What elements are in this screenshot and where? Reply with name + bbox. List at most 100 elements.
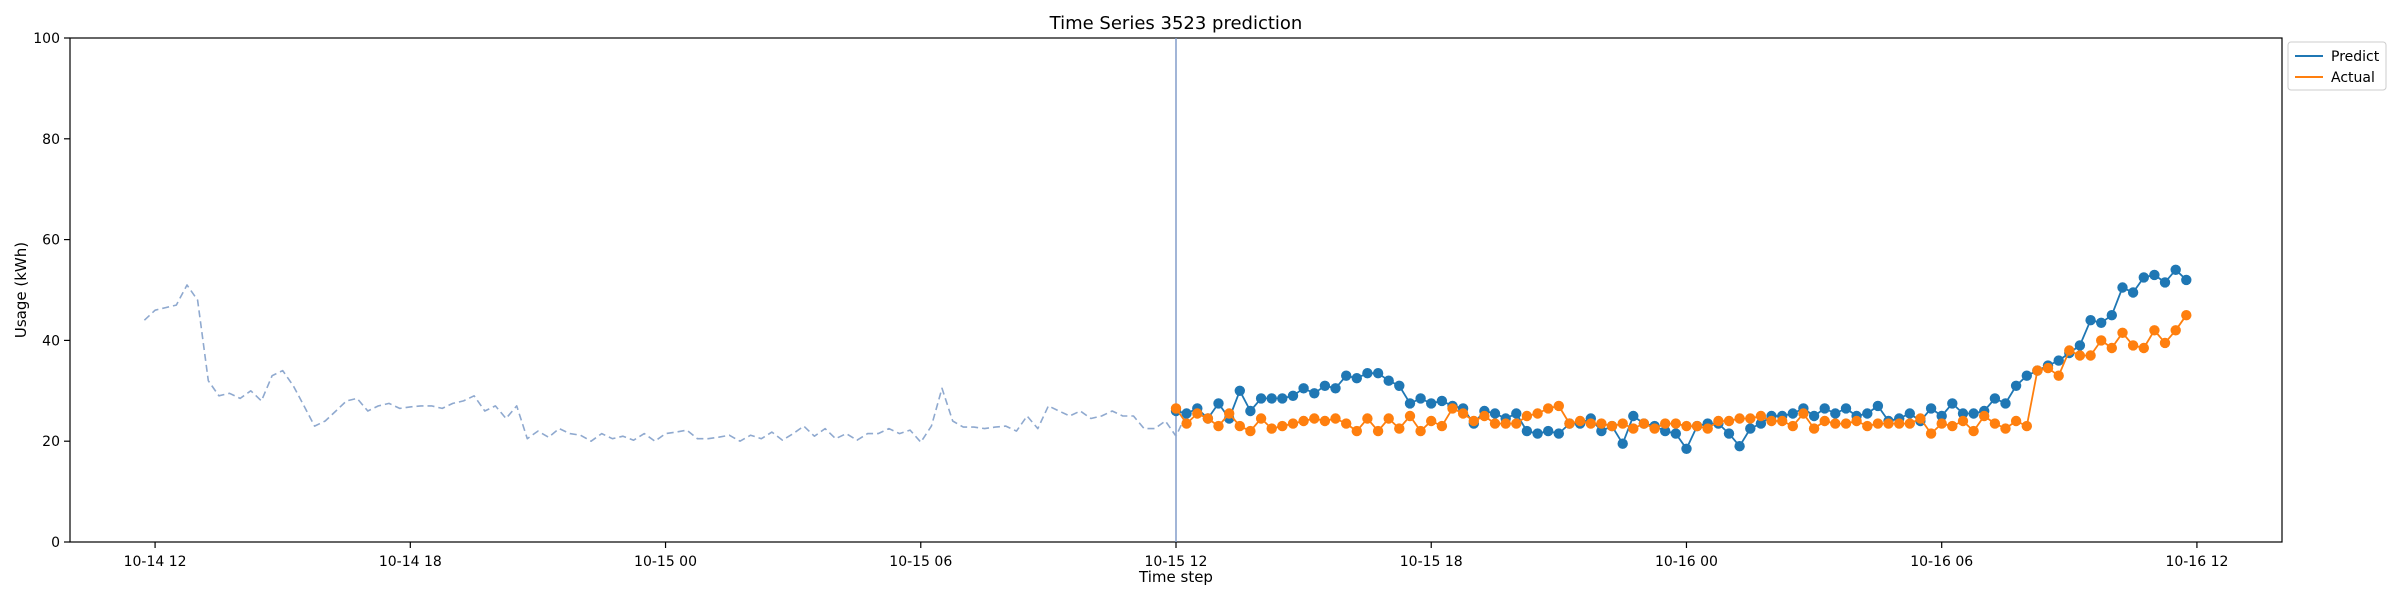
actual-point — [1553, 400, 1565, 412]
predict-point — [1245, 405, 1256, 417]
actual-point — [1245, 425, 1256, 437]
predict-point — [1277, 393, 1288, 404]
actual-point — [1255, 413, 1267, 424]
predict-point — [1925, 403, 1937, 414]
actual-point — [1404, 410, 1416, 422]
actual-point — [1766, 415, 1777, 427]
predict-point — [1436, 395, 1448, 407]
predict-point — [1372, 368, 1384, 379]
actual-point — [1936, 418, 1947, 429]
actual-point — [2064, 345, 2075, 356]
x-tick-label: 10-15 00 — [634, 554, 697, 570]
predict-point — [1660, 425, 1671, 437]
actual-point — [1957, 415, 1969, 427]
actual-point — [1479, 410, 1490, 422]
x-tick-label: 10-15 18 — [1400, 554, 1463, 570]
predict-point — [2159, 277, 2171, 288]
actual-point — [1543, 403, 1554, 414]
predict-point — [1415, 393, 1426, 404]
actual-point — [1447, 403, 1458, 414]
actual-point — [1341, 418, 1352, 429]
actual-point — [1915, 413, 1926, 424]
actual-point — [1883, 418, 1894, 429]
predict-point — [2021, 370, 2033, 381]
y-axis-title: Usage (kWh) — [12, 242, 30, 338]
predict-point — [2053, 355, 2064, 366]
y-tick-label: 100 — [33, 31, 60, 47]
predict-point — [1330, 383, 1341, 394]
actual-point — [1925, 428, 1937, 439]
x-tick-label: 10-16 00 — [1655, 554, 1718, 570]
predict-point — [2074, 340, 2086, 351]
x-axis-title: Time step — [1138, 568, 1213, 586]
predict-point — [2127, 287, 2139, 298]
y-tick-label: 80 — [42, 132, 60, 148]
actual-point — [1426, 415, 1437, 427]
actual-point — [1596, 418, 1607, 429]
predict-point — [1968, 408, 1979, 419]
actual-point — [1702, 423, 1713, 434]
actual-point — [2074, 350, 2086, 361]
legend: Predict Actual — [2287, 41, 2387, 91]
predict-point — [1319, 380, 1331, 391]
actual-point — [1564, 418, 1575, 429]
actual-point — [1787, 420, 1799, 432]
actual-point — [2042, 362, 2054, 374]
predict-point — [1298, 383, 1309, 394]
actual-point — [1234, 420, 1246, 432]
actual-point — [1457, 408, 1469, 419]
actual-point — [1170, 403, 1182, 414]
actual-point — [1681, 420, 1692, 432]
actual-point — [1181, 418, 1192, 429]
actual-point — [1606, 420, 1618, 432]
actual-point — [2053, 370, 2064, 381]
predict-point — [1734, 441, 1745, 452]
actual-point — [1808, 423, 1820, 434]
x-tick-label: 10-14 18 — [379, 554, 442, 570]
predict-point — [1553, 428, 1565, 439]
actual-point — [1745, 413, 1756, 424]
x-tick-label: 10-14 12 — [124, 554, 187, 570]
predict-point — [1426, 398, 1437, 409]
actual-point — [1947, 420, 1958, 432]
predict-point — [1989, 393, 2001, 404]
predict-point — [1351, 373, 1363, 384]
predict-point — [1404, 398, 1416, 409]
actual-point — [1266, 423, 1277, 434]
predict-point — [1521, 425, 1533, 437]
actual-point — [1904, 418, 1916, 429]
predict-point — [1628, 410, 1639, 422]
actual-point — [1723, 415, 1735, 427]
actual-point — [1224, 408, 1235, 419]
predict-point — [1787, 408, 1799, 419]
actual-point — [1734, 413, 1745, 424]
predict-point — [2096, 317, 2107, 328]
actual-point — [1979, 410, 1990, 422]
actual-point — [1309, 413, 1320, 424]
actual-point — [1862, 420, 1873, 432]
actual-point — [2021, 420, 2033, 432]
actual-point — [2117, 327, 2128, 338]
predict-point — [1872, 400, 1884, 412]
actual-point — [1511, 418, 1522, 429]
predict-point — [1532, 428, 1543, 439]
predict-point — [1596, 425, 1607, 437]
predict-point — [1511, 408, 1522, 419]
predict-point — [2170, 264, 2181, 275]
actual-point — [1394, 423, 1405, 434]
y-tick-label: 20 — [42, 434, 60, 450]
actual-point — [1362, 413, 1373, 424]
actual-point — [1691, 420, 1703, 432]
actual-point — [1670, 418, 1682, 429]
series-layer — [143, 38, 2192, 542]
actual-point — [1298, 415, 1309, 427]
actual-point — [1660, 418, 1671, 429]
predict-point — [2000, 398, 2011, 409]
actual-point — [1989, 418, 2001, 429]
actual-point — [1287, 418, 1299, 429]
actual-point — [2127, 340, 2139, 351]
predict-point — [2010, 380, 2022, 391]
predict-point — [2181, 274, 2192, 286]
actual-point — [1851, 415, 1862, 427]
